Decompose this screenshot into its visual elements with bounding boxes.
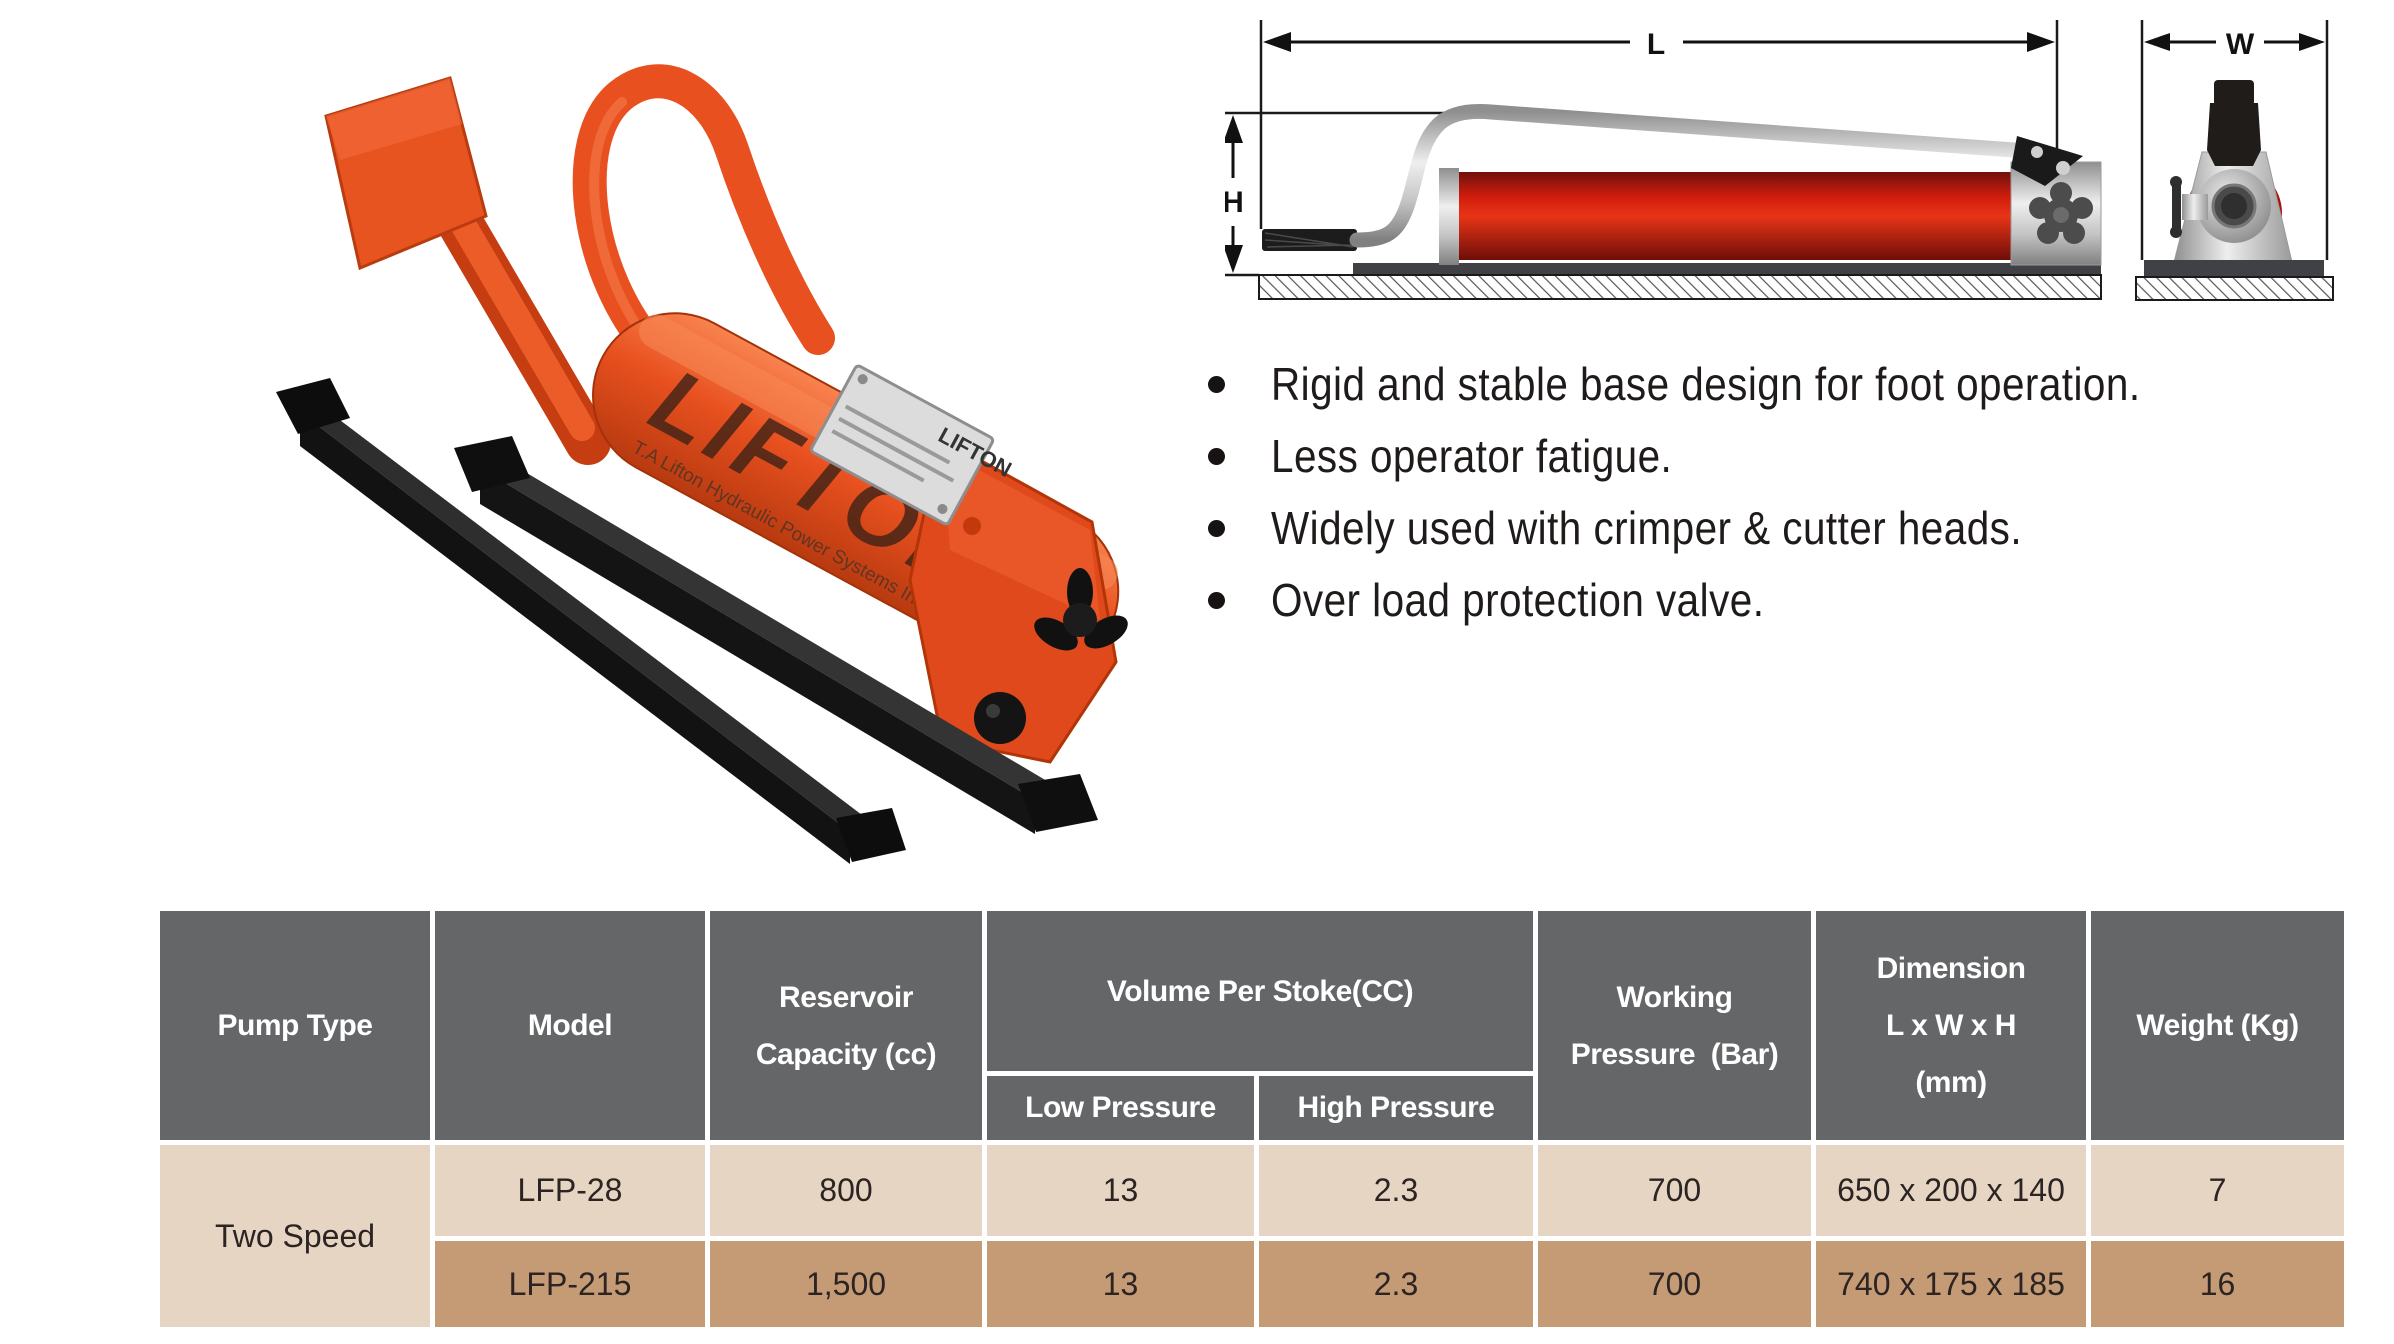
star-knob [2029, 182, 2093, 244]
height-label: H [1225, 186, 1244, 219]
table-cell-weight: 16 [2091, 1241, 2344, 1327]
dimension-arrow-l: L [1263, 28, 2055, 61]
feature-text: Over load protection valve. [1271, 574, 1765, 626]
header-weight: Weight (Kg) [2091, 911, 2344, 1140]
header-pump-type: Pump Type [160, 911, 430, 1140]
feature-text: Widely used with crimper & cutter heads. [1271, 502, 2023, 554]
base-rail-rear [276, 378, 906, 864]
header-dimension: Dimension L x W x H (mm) [1816, 911, 2086, 1140]
bullet-icon [1208, 447, 1225, 465]
feature-item: Over load protection valve. [1190, 564, 2390, 636]
side-view-diagram: L H [1225, 20, 2102, 300]
feature-text: Less operator fatigue. [1271, 430, 1673, 482]
table-cell-model: LFP-215 [435, 1241, 705, 1327]
pump-side-drawing [1258, 103, 2102, 300]
feature-item: Rigid and stable base design for foot op… [1190, 348, 2390, 420]
header-model: Model [435, 911, 705, 1140]
table-cell-low-pressure: 13 [987, 1145, 1254, 1236]
dimension-arrow-h: H [1225, 111, 1457, 277]
pump-type-value: Two Speed [160, 1145, 430, 1327]
hatched-ground [2135, 276, 2334, 301]
foot-pedal [324, 76, 611, 465]
bullet-icon [1208, 375, 1225, 393]
end-view-diagram: W [2135, 20, 2334, 301]
feature-list: Rigid and stable base design for foot op… [1190, 348, 2390, 636]
spec-table: Pump Type Model Reservoir Capacity (cc) … [160, 911, 2344, 1327]
hatched-ground [1258, 274, 2102, 300]
valve-handle [2170, 176, 2208, 238]
table-cell-dimension: 740 x 175 x 185 [1816, 1241, 2086, 1327]
table-cell-high-pressure: 2.3 [1259, 1241, 1533, 1327]
header-low-pressure: Low Pressure [987, 1076, 1254, 1140]
header-high-pressure: High Pressure [1259, 1076, 1533, 1140]
bullet-icon [1208, 591, 1225, 609]
header-volume-per-stroke: Volume Per Stoke(CC) [987, 911, 1533, 1071]
table-cell-working-pressure: 700 [1538, 1241, 1811, 1327]
table-cell-working-pressure: 700 [1538, 1145, 1811, 1236]
release-knob [1034, 568, 1128, 651]
table-cell-reservoir: 800 [710, 1145, 982, 1236]
feature-item: Less operator fatigue. [1190, 420, 2390, 492]
width-label: W [2226, 28, 2255, 61]
length-label: L [1647, 28, 1665, 61]
base-rail-front [454, 436, 1098, 834]
nameplate: LIFTON [810, 364, 1016, 526]
feature-text: Rigid and stable base design for foot op… [1271, 358, 2141, 410]
table-cell-weight: 7 [2091, 1145, 2344, 1236]
table-cell-reservoir: 1,500 [710, 1241, 982, 1327]
feature-item: Widely used with crimper & cutter heads. [1190, 492, 2390, 564]
pump-block: LIFTON [810, 364, 1128, 764]
pump-end-drawing [2135, 80, 2334, 301]
table-cell-low-pressure: 13 [987, 1241, 1254, 1327]
table-cell-model: LFP-28 [435, 1145, 705, 1236]
header-reservoir-capacity: Reservoir Capacity (cc) [710, 911, 982, 1140]
dimension-arrow-w: W [2144, 28, 2325, 61]
foot-pump-photo: LIFTON T.A Lifton Hydraulic Power System… [276, 64, 1128, 864]
table-cell-high-pressure: 2.3 [1259, 1145, 1533, 1236]
header-working-pressure: Working Pressure (Bar) [1538, 911, 1811, 1140]
port-cap [974, 692, 1026, 744]
table-cell-dimension: 650 x 200 x 140 [1816, 1145, 2086, 1236]
bullet-icon [1208, 519, 1225, 537]
